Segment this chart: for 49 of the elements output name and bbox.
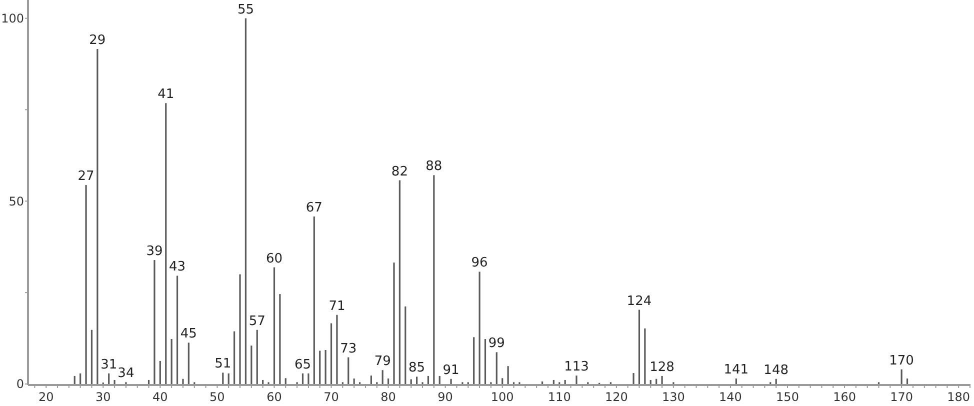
annotation: 85 — [408, 360, 426, 376]
annotation: 41 — [158, 87, 174, 102]
x-tick-label: 110 — [548, 390, 571, 404]
x-tick-label: 140 — [719, 390, 742, 404]
annotation: 124 — [626, 294, 652, 309]
x-tick-label: 40 — [152, 390, 168, 404]
annotation: 29 — [89, 33, 106, 48]
y-tick-label: 50 — [8, 194, 24, 208]
annotation: 67 — [306, 200, 322, 216]
x-tick-label: 180 — [947, 390, 970, 404]
y-tick-label: 0 — [16, 377, 24, 392]
annotation: 43 — [169, 260, 186, 275]
x-tick-label: 70 — [324, 390, 339, 404]
x-tick-label: 120 — [604, 390, 628, 404]
annotation: 91 — [442, 362, 460, 378]
x-tick-label: 160 — [833, 390, 856, 404]
annotation: 65 — [294, 357, 312, 372]
annotation: 148 — [764, 362, 789, 378]
annotation: 141 — [724, 362, 749, 378]
x-tick-label: 150 — [776, 390, 799, 404]
annotation: 60 — [266, 251, 283, 266]
annotation: 34 — [118, 366, 134, 382]
annotation: 88 — [426, 159, 442, 174]
annotation: 71 — [328, 298, 346, 314]
annotation: 99 — [488, 336, 505, 352]
annotation: 31 — [100, 357, 118, 372]
annotation: 79 — [374, 354, 391, 370]
x-tick-label: 90 — [438, 390, 453, 404]
annotation: 55 — [237, 2, 254, 18]
x-tick-label: 170 — [890, 390, 914, 404]
x-tick-label: 100 — [490, 390, 514, 404]
x-tick-label: 60 — [266, 390, 282, 404]
annotation: 82 — [391, 164, 408, 180]
annotation: 73 — [340, 341, 357, 356]
x-tick-label: 30 — [96, 390, 111, 404]
x-tick-label: 80 — [380, 390, 396, 404]
annotation: 51 — [214, 356, 232, 372]
y-tick-label: 100 — [1, 11, 24, 26]
x-tick-label: 50 — [210, 390, 225, 404]
annotation: 45 — [180, 326, 197, 342]
annotation: 27 — [78, 169, 94, 184]
annotation: 170 — [889, 353, 914, 368]
annotation: 96 — [471, 256, 488, 271]
annotation: 39 — [146, 244, 163, 260]
annotation: 57 — [248, 314, 266, 329]
x-tick-label: 20 — [38, 390, 54, 404]
x-tick-label: 130 — [662, 390, 685, 404]
annotation: 128 — [650, 360, 674, 375]
annotation: 113 — [564, 360, 589, 375]
